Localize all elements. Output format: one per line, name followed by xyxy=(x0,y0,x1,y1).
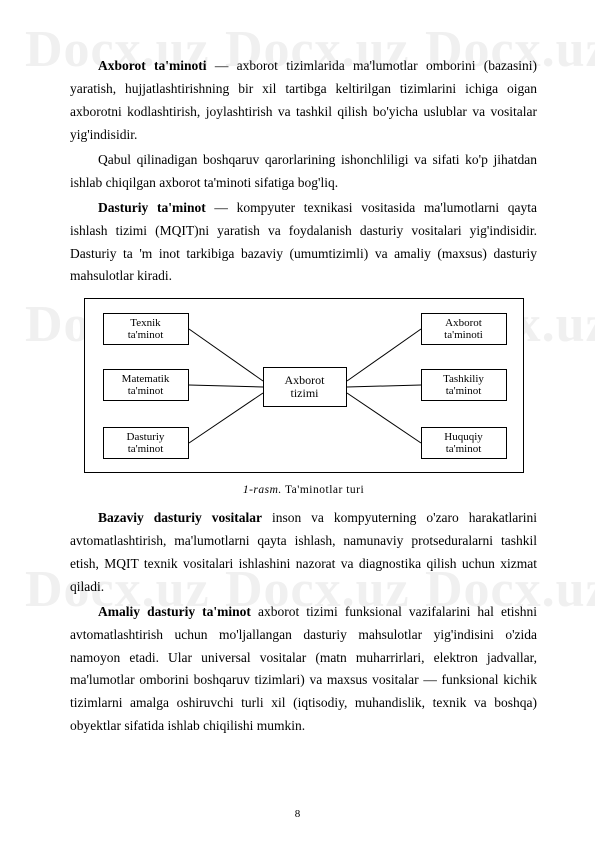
page-number: 8 xyxy=(0,808,595,820)
paragraph-3: Dasturiy ta'minot — kompyuter texnikasi … xyxy=(70,197,537,289)
paragraph-5: Amaliy dasturiy ta'minot axborot tizimi … xyxy=(70,601,537,739)
term-dasturiy-taminot: Dasturiy ta'minot xyxy=(98,200,206,215)
diagram-caption: 1-rasm. Ta'minotlar turi xyxy=(84,481,524,501)
taminotlar-diagram: Texnikta'minot Matematikta'minot Dasturi… xyxy=(84,298,524,473)
box-texnik-taminot: Texnikta'minot xyxy=(103,313,189,345)
paragraph-1: Axborot ta'minoti — axborot tizimlarida … xyxy=(70,55,537,147)
term-amaliy-taminot: Amaliy dasturiy ta'minot xyxy=(98,604,251,619)
paragraph-2: Qabul qilinadigan boshqaruv qarorlarinin… xyxy=(70,149,537,195)
box-huquqiy-taminot: Huquqiyta'minot xyxy=(421,427,507,459)
box-dasturiy-taminot: Dasturiyta'minot xyxy=(103,427,189,459)
box-axborot-tizimi: Axborottizimi xyxy=(263,367,347,407)
diagram-container: Texnikta'minot Matematikta'minot Dasturi… xyxy=(84,298,524,501)
paragraph-4: Bazaviy dasturiy vositalar inson va komp… xyxy=(70,507,537,599)
box-matematik-taminot: Matematikta'minot xyxy=(103,369,189,401)
box-tashkiliy-taminot: Tashkiliyta'minot xyxy=(421,369,507,401)
caption-label: 1-rasm. xyxy=(243,484,282,496)
caption-text: Ta'minotlar turi xyxy=(282,484,364,496)
term-axborot-taminoti: Axborot ta'minoti xyxy=(98,58,207,73)
page-content: Axborot ta'minoti — axborot tizimlarida … xyxy=(0,0,595,770)
box-axborot-taminoti: Axborotta'minoti xyxy=(421,313,507,345)
term-bazaviy-vositalar: Bazaviy dasturiy vositalar xyxy=(98,510,262,525)
